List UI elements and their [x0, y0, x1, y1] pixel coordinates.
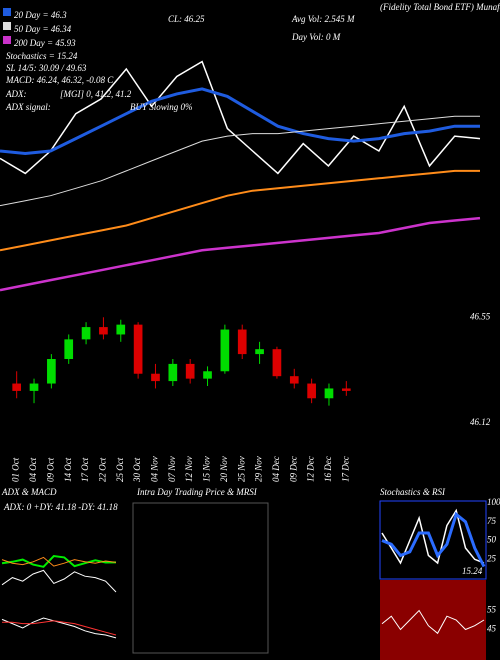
x-tick-label: 04 Oct	[28, 457, 38, 482]
x-tick-label: 09 Dec	[288, 456, 298, 482]
x-tick-label: 12 Dec	[306, 456, 316, 482]
series-line	[2, 620, 117, 636]
candle-body	[220, 329, 230, 372]
annotation: Stochastics = 15.24	[6, 51, 78, 61]
chart-title: Stochastics & RSI	[380, 487, 446, 497]
annotation: BUY Slowing 0%	[130, 102, 193, 112]
annotation: 15.24	[462, 566, 483, 576]
y-tick-label: 50	[487, 535, 497, 545]
series-line	[0, 60, 481, 175]
candle-body	[168, 363, 178, 382]
x-tick-label: 25 Nov	[236, 456, 246, 482]
x-tick-label: 20 Nov	[219, 456, 229, 482]
series-line	[1, 569, 117, 593]
stoch-frame	[379, 500, 487, 580]
annotation: SL 14/5: 30.09 / 49.63	[6, 63, 87, 73]
annotation: [MGI] 0, 41.2, 41.2	[60, 89, 132, 99]
series-line	[1, 617, 117, 639]
annotation: Avg Vol: 2.545 M	[291, 14, 355, 24]
annotation: ADX signal:	[5, 102, 51, 112]
candle-body	[133, 324, 143, 374]
y2-tick-label: 45	[487, 624, 497, 634]
candle-body	[116, 324, 126, 335]
x-tick-label: 01 Oct	[11, 457, 21, 482]
x-tick-label: 15 Nov	[202, 456, 212, 482]
x-tick-label: 07 Nov	[167, 456, 177, 482]
intraday-frame	[132, 502, 269, 654]
candle-body	[81, 327, 91, 340]
x-tick-label: 12 Nov	[184, 456, 194, 482]
annotation: ADX: 0 +DY: 41.18 -DY: 41.18	[3, 502, 118, 512]
candle-body	[29, 383, 39, 391]
x-tick-label: 16 Dec	[323, 456, 333, 482]
series-line	[381, 511, 486, 568]
x-tick-label: 09 Oct	[45, 457, 55, 482]
candle-body	[237, 329, 247, 355]
series-line	[0, 115, 480, 207]
series-line	[0, 216, 481, 292]
x-tick-label: 04 Dec	[271, 456, 281, 482]
y-tick-label: 25	[487, 553, 497, 563]
series-line	[381, 508, 485, 565]
candle-body	[151, 373, 160, 382]
series-line	[1, 556, 117, 567]
y-tick-label: 100	[487, 497, 500, 507]
candle-body	[12, 383, 22, 391]
series-line	[381, 609, 485, 635]
y-tick-label: 75	[487, 516, 497, 526]
rsi-background	[380, 580, 486, 660]
x-tick-label: 17 Dec	[340, 456, 350, 482]
legend-swatch	[3, 22, 11, 30]
legend-swatch	[3, 36, 11, 44]
candle-body	[341, 388, 351, 391]
candle-body	[272, 349, 282, 377]
candle-body	[47, 359, 56, 384]
y2-tick-label: 55	[487, 605, 497, 615]
x-tick-label: 04 Nov	[150, 456, 160, 482]
chart-title: Intra Day Trading Price & MRSI	[136, 487, 258, 497]
candle-body	[289, 376, 299, 384]
y-tick-label: 46.55	[470, 311, 491, 321]
x-tick-label: 14 Oct	[63, 457, 73, 482]
candle-body	[307, 383, 316, 399]
series-line	[0, 87, 480, 156]
series-line	[1, 554, 117, 568]
annotation: MACD: 46.24, 46.32, -0.08 C	[5, 75, 114, 85]
candle-body	[185, 363, 195, 379]
candle-body	[99, 327, 108, 335]
x-tick-label: 30 Oct	[132, 457, 142, 483]
annotation: ADX:	[5, 89, 27, 99]
chart-title: ADX & MACD	[1, 487, 57, 497]
x-tick-label: 22 Oct	[97, 457, 107, 482]
x-tick-label: 29 Nov	[254, 456, 264, 482]
annotation: CL: 46.25	[168, 14, 205, 24]
x-tick-label: 17 Oct	[80, 457, 90, 482]
x-tick-label: 25 Oct	[115, 457, 125, 482]
candle-body	[64, 339, 74, 359]
annotation: 200 Day = 45.93	[14, 38, 76, 48]
annotation: 20 Day = 46.3	[14, 10, 67, 20]
annotation: Day Vol: 0 M	[291, 32, 341, 42]
candle-body	[255, 349, 264, 355]
series-line	[0, 169, 480, 252]
chart-title: (Fidelity Total Bond ETF) MunafaSutra.co…	[380, 2, 500, 12]
candle-body	[324, 388, 334, 399]
legend-swatch	[3, 8, 11, 16]
y-tick-label: 46.12	[470, 417, 491, 427]
candle-body	[203, 371, 212, 379]
annotation: 50 Day = 46.34	[14, 24, 72, 34]
